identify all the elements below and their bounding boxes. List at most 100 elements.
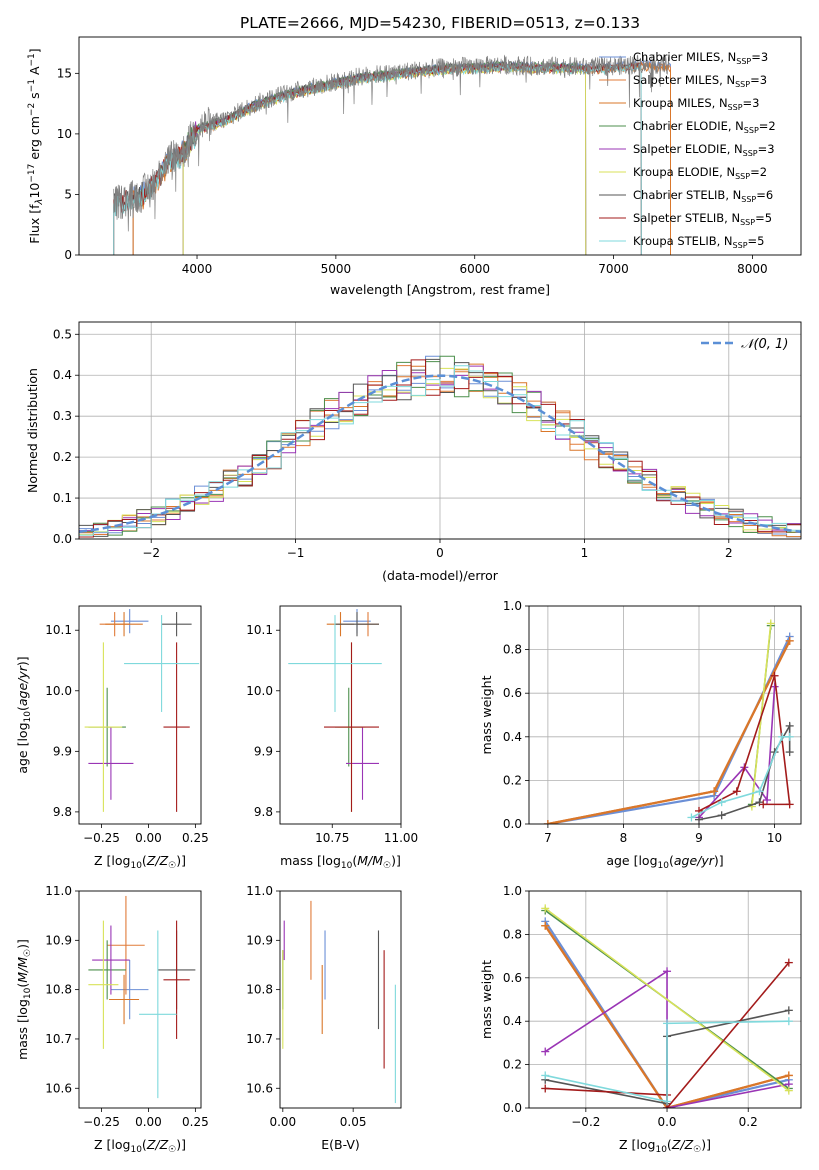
x-tick-label: −0.25 xyxy=(83,1115,120,1129)
x-tick-label: 7000 xyxy=(598,262,629,276)
x-tick-label: 7 xyxy=(544,831,552,845)
legend-entry-subscript: SSP xyxy=(741,195,756,204)
model-line-salpeter-elodie xyxy=(182,62,587,255)
legend-entry: Kroupa ELODIE, NSSP=2 xyxy=(633,165,767,181)
y-tick-label: 10.6 xyxy=(246,1081,273,1095)
legend-entry-count: =5 xyxy=(748,234,765,248)
x-tick-label: 0 xyxy=(436,546,444,560)
axes-frame xyxy=(78,321,802,540)
legend-entry-subscript: SSP xyxy=(735,172,750,181)
x-axis-label: (data-model)/error xyxy=(382,568,499,583)
x-axis-label: age [log10(age/yr)] xyxy=(606,853,723,871)
x-tick-label: 2 xyxy=(725,546,733,560)
x-axis-label: mass [log10(M/M☉)] xyxy=(280,853,401,871)
x-tick-label: 0.00 xyxy=(135,1115,162,1129)
y-tick-label: 9.9 xyxy=(53,744,72,758)
y-axis-label: mass weight xyxy=(479,675,494,754)
errorbars xyxy=(84,609,200,812)
spectrum-lines xyxy=(113,54,671,255)
y-tick-label: 10.7 xyxy=(45,1032,72,1046)
y-tick-label: 0.3 xyxy=(53,409,72,423)
legend-entry-count: =6 xyxy=(756,188,773,202)
legend-entry: Chabrier MILES, NSSP=3 xyxy=(633,50,768,66)
panel-age-vs-Z: −0.25 0.00 0.25 9.8 9.9 10.0 10.1 Z [log10(Z/Z☉… xyxy=(15,609,209,871)
weight-line-kroupa-elodie xyxy=(544,907,790,1092)
x-axis-label: Z [log10(Z/Z☉)] xyxy=(94,853,186,871)
x-tick-label: 9 xyxy=(695,831,703,845)
legend-entry: 𝒩(0, 1) xyxy=(741,337,788,352)
y-tick-label: 0.0 xyxy=(503,1101,522,1115)
y-tick-label: 10.6 xyxy=(45,1081,72,1095)
axes-frame xyxy=(528,890,802,1109)
y-tick-label: 0.2 xyxy=(503,1058,522,1072)
y-tick-label: 10.9 xyxy=(45,933,72,947)
model-line-chabrier-miles xyxy=(132,58,671,255)
y-tick-label: 0.6 xyxy=(503,971,522,985)
x-axis-label: Z [log10(Z/Z☉)] xyxy=(619,1137,711,1155)
legend-entry-subscript: SSP xyxy=(743,149,758,158)
y-tick-label: 0.4 xyxy=(503,730,522,744)
y-tick-label: 0.2 xyxy=(53,450,72,464)
y-tick-label: 1.0 xyxy=(503,599,522,613)
y-axis-label: Normed distribution xyxy=(25,368,40,493)
panel-mass-vs-Z: −0.25 0.00 0.25 10.6 10.7 10.8 10.9 11.0 Z [log1… xyxy=(15,884,209,1155)
panel-weight-vs-Z: −0.2 0.0 0.2 0.0 0.2 0.4 0.6 0.8 1.0 Z [log10(Z/Z… xyxy=(479,884,801,1155)
x-tick-label: 8000 xyxy=(737,262,768,276)
y-tick-label: 0.8 xyxy=(503,643,522,657)
legend-entry-subscript: SSP xyxy=(744,126,759,135)
legend-entry-subscript: SSP xyxy=(736,57,751,66)
x-tick-label: 10.75 xyxy=(315,831,349,845)
legend-entry: Salpeter ELODIE, NSSP=3 xyxy=(633,142,775,158)
y-tick-label: 0 xyxy=(64,248,72,262)
model-line-kroupa-elodie xyxy=(182,64,587,255)
panel-age-vs-mass: 10.75 11.00 9.8 9.9 10.0 10.1 mass [log10(M/M☉… xyxy=(246,609,418,871)
errorbars xyxy=(282,900,396,1104)
legend-entry: Chabrier ELODIE, NSSP=2 xyxy=(633,119,776,135)
panel-mass-vs-ebv: 0.00 0.05 10.6 10.7 10.8 10.9 11.0 E(B-V) xyxy=(246,884,396,1152)
legend-entry-count: =3 xyxy=(750,73,767,87)
x-axis-label: E(B-V) xyxy=(321,1137,360,1152)
x-tick-label: 0.00 xyxy=(135,831,162,845)
figure-title: PLATE=2666, MJD=54230, FIBERID=0513, z=0… xyxy=(240,14,640,32)
weight-line-chabrier-miles xyxy=(544,920,790,1108)
y-tick-label: 0.8 xyxy=(503,927,522,941)
legend-entry-count: =3 xyxy=(751,50,768,64)
panel-weight-vs-age: 7 8 9 10 0.0 0.2 0.4 0.6 0.8 1.0 age [log10(age/yr… xyxy=(479,599,801,871)
y-tick-label: 10.1 xyxy=(246,623,273,637)
x-tick-label: 8 xyxy=(620,831,628,845)
x-tick-label: 0.05 xyxy=(340,1115,367,1129)
x-tick-label: 10 xyxy=(767,831,782,845)
x-tick-label: 1 xyxy=(581,546,589,560)
y-tick-label: 0.4 xyxy=(53,368,72,382)
y-tick-label: 10.9 xyxy=(246,933,273,947)
x-tick-label: 6000 xyxy=(459,262,490,276)
y-axis-label: age [log10(age/yr)] xyxy=(15,656,33,773)
weight-line-kroupa-stelib xyxy=(545,1020,789,1103)
legend-entry-count: =2 xyxy=(759,119,776,133)
legend-entry-subscript: SSP xyxy=(735,80,750,89)
panel-residuals: −2 −1 0 1 2 0.0 0.1 0.2 0.3 0.4 0.5 (data-model)/er… xyxy=(25,322,801,583)
x-tick-label: 11.00 xyxy=(384,831,418,845)
y-tick-label: 10.0 xyxy=(45,684,72,698)
x-tick-label: 0.2 xyxy=(739,1115,758,1129)
legend-entry: Kroupa MILES, NSSP=3 xyxy=(633,96,759,112)
errorbars xyxy=(288,609,382,812)
legend-entry: Kroupa STELIB, NSSP=5 xyxy=(633,234,764,250)
y-tick-label: 0.5 xyxy=(53,327,72,341)
axes-frame xyxy=(279,605,402,825)
histogram-kroupa-stelib xyxy=(79,365,801,536)
panel-spectrum: 4000 5000 6000 7000 8000 0 5 10 15 wavelength [An… xyxy=(27,48,776,297)
x-tick-label: 5000 xyxy=(321,262,352,276)
axes-frame xyxy=(78,36,802,256)
model-line-kroupa-stelib xyxy=(113,63,642,255)
x-tick-label: −0.25 xyxy=(83,831,120,845)
x-tick-label: 4000 xyxy=(182,262,213,276)
legend-entry-count: =3 xyxy=(743,96,760,110)
y-tick-label: 9.8 xyxy=(53,805,72,819)
legend-entry-subscript: SSP xyxy=(728,103,743,112)
model-line-chabrier-elodie xyxy=(182,60,587,255)
histogram-salpeter-stelib xyxy=(79,359,801,538)
y-tick-label: 0.0 xyxy=(503,817,522,831)
weight-line-kroupa-miles xyxy=(544,925,790,1108)
